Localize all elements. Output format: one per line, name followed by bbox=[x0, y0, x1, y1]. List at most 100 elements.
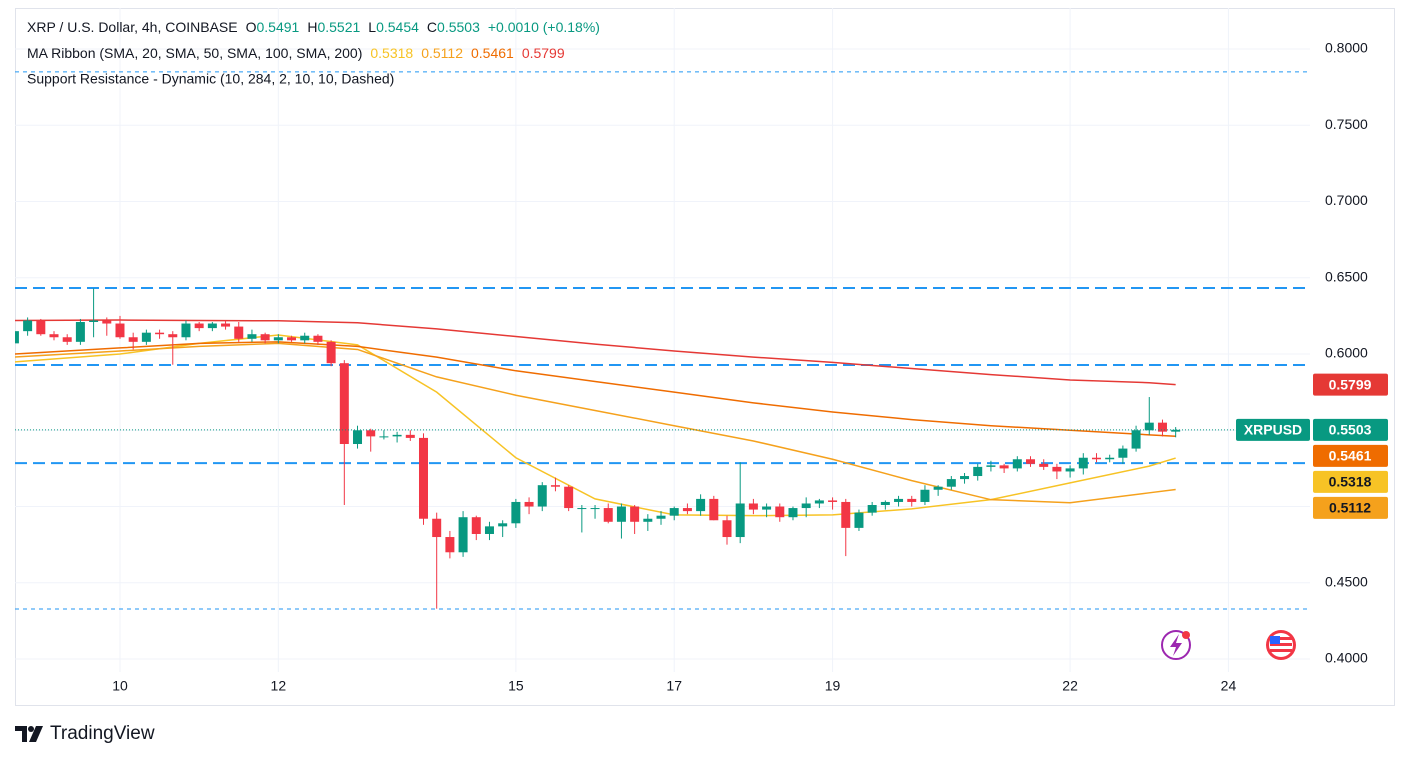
candle-body bbox=[1012, 459, 1022, 469]
legend-text: 0.5521 bbox=[317, 19, 360, 35]
candle-body bbox=[894, 498, 904, 502]
candle-body bbox=[15, 331, 19, 344]
legend-text: 0.5503 bbox=[437, 19, 480, 35]
candle-body bbox=[775, 506, 785, 518]
candle-body bbox=[854, 512, 864, 528]
price-tag bbox=[1313, 373, 1388, 396]
price-tag-label: 0.5461 bbox=[1329, 448, 1372, 464]
price-tags: 0.5799 0.5503 XRPUSD 0.5461 0.5318 0.5112 bbox=[1236, 373, 1388, 519]
candle-body bbox=[1026, 459, 1036, 464]
candle-body bbox=[973, 466, 983, 477]
candle-body bbox=[933, 486, 943, 490]
candle-body bbox=[920, 489, 930, 502]
price-tag-label: 0.5503 bbox=[1329, 422, 1372, 438]
candle-body bbox=[207, 323, 217, 329]
candle-body bbox=[1078, 457, 1088, 469]
candle-body bbox=[484, 526, 494, 534]
candle-body bbox=[313, 335, 323, 342]
logo-part bbox=[15, 726, 27, 742]
candle-body bbox=[511, 501, 521, 524]
candle-body bbox=[115, 323, 125, 338]
x-tick-label: 24 bbox=[1221, 678, 1237, 694]
flag-stripe bbox=[1270, 649, 1292, 652]
candle-body bbox=[960, 476, 970, 480]
legend-text: 0.5454 bbox=[376, 19, 419, 35]
x-tick-label: 15 bbox=[508, 678, 524, 694]
candle-body bbox=[405, 434, 415, 438]
candle-body bbox=[432, 518, 442, 538]
price-tag-label: 0.5112 bbox=[1329, 500, 1371, 516]
candle-body bbox=[300, 335, 310, 341]
y-tick-label: 0.7000 bbox=[1325, 192, 1368, 208]
price-tag bbox=[1313, 418, 1388, 441]
y-tick-label: 0.4500 bbox=[1325, 573, 1368, 589]
candle-body bbox=[194, 323, 204, 329]
candle-body bbox=[946, 479, 956, 487]
candle-body bbox=[102, 320, 112, 324]
candle-body bbox=[656, 515, 666, 519]
candle-body bbox=[62, 337, 72, 342]
candle-body bbox=[1144, 422, 1154, 431]
candle-body bbox=[247, 334, 257, 339]
legend-line: Support Resistance - Dynamic (10, 284, 2… bbox=[27, 71, 394, 87]
y-tick-label: 0.4000 bbox=[1325, 650, 1368, 666]
candle-body bbox=[643, 518, 653, 522]
legend-text: H bbox=[307, 19, 317, 35]
price-tag-label: 0.5799 bbox=[1329, 376, 1372, 392]
candle-body bbox=[669, 508, 679, 516]
y-tick-label: 0.7500 bbox=[1325, 116, 1368, 132]
candle-body bbox=[366, 430, 376, 437]
candle-body bbox=[762, 506, 772, 510]
legend-text: +0.0010 (+0.18%) bbox=[488, 19, 600, 35]
legend-text: 0.5491 bbox=[257, 19, 300, 35]
legend-text: C bbox=[427, 19, 437, 35]
candle-body bbox=[221, 323, 231, 327]
y-tick-label: 0.6000 bbox=[1325, 345, 1368, 361]
price-tag-label: 0.5318 bbox=[1329, 474, 1372, 490]
candle-body bbox=[445, 537, 455, 553]
candle-body bbox=[89, 320, 99, 323]
ma-line bbox=[15, 341, 1176, 437]
candle-body bbox=[418, 437, 428, 519]
candle-body bbox=[524, 501, 534, 507]
logo-part bbox=[29, 726, 43, 742]
candle-body bbox=[814, 500, 824, 504]
candle-body bbox=[630, 506, 640, 522]
alert-icon[interactable] bbox=[1161, 630, 1191, 660]
candle-body bbox=[181, 323, 191, 338]
candle-body bbox=[564, 486, 574, 509]
candle-body bbox=[603, 508, 613, 522]
candle-body bbox=[590, 508, 600, 510]
candle-body bbox=[1091, 457, 1101, 460]
symbol-tag bbox=[1236, 418, 1310, 441]
candle-body bbox=[234, 326, 244, 339]
candle-body bbox=[1039, 463, 1049, 467]
candle-body bbox=[1171, 429, 1181, 432]
candle-body bbox=[287, 337, 297, 341]
candle-body bbox=[696, 498, 706, 512]
legend-text: 0.5461 bbox=[471, 45, 514, 61]
candle-body bbox=[75, 322, 85, 342]
candle-body bbox=[471, 517, 481, 534]
candle-body bbox=[36, 320, 46, 335]
candle-body bbox=[141, 332, 151, 342]
flag-stripe bbox=[1270, 643, 1292, 646]
watermark: TradingView bbox=[50, 723, 155, 744]
brand-logo bbox=[15, 726, 43, 742]
price-tag bbox=[1313, 470, 1388, 493]
flag-icon[interactable] bbox=[1266, 630, 1296, 660]
candles bbox=[15, 288, 1310, 609]
candle-body bbox=[339, 363, 349, 445]
legend-text: MA Ribbon (SMA, 20, SMA, 50, SMA, 100, S… bbox=[27, 45, 362, 61]
candle-body bbox=[498, 523, 508, 527]
legend-text: 0.5112 bbox=[421, 45, 463, 61]
candle-body bbox=[23, 320, 33, 332]
candle-body bbox=[168, 334, 178, 338]
candle-body bbox=[722, 520, 732, 538]
candle-body bbox=[999, 465, 1009, 469]
symbol-tag-label: XRPUSD bbox=[1244, 422, 1302, 438]
candle-body bbox=[1065, 468, 1075, 472]
